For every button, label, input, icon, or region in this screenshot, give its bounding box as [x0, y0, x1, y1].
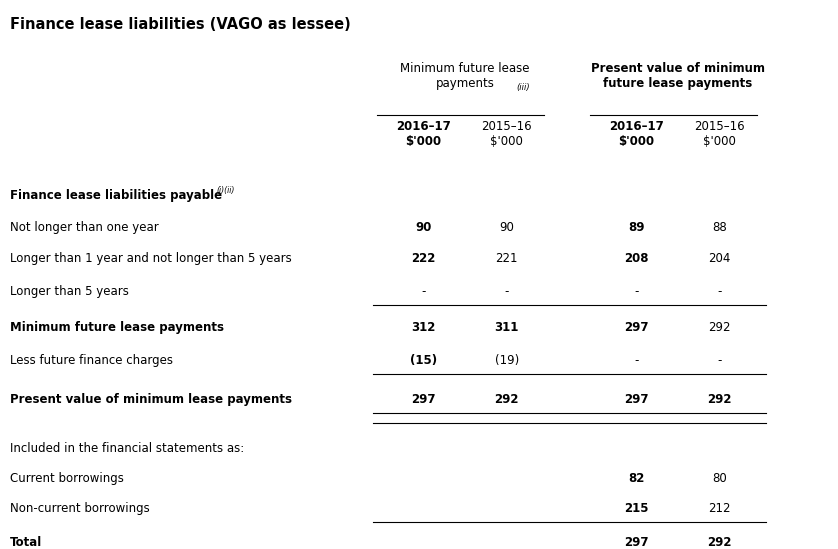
Text: 312: 312: [411, 321, 436, 334]
Text: 90: 90: [415, 221, 432, 233]
Text: 297: 297: [624, 536, 649, 549]
Text: 89: 89: [628, 221, 644, 233]
Text: Total: Total: [10, 536, 42, 549]
Text: (iii): (iii): [517, 83, 530, 92]
Text: 292: 292: [707, 393, 732, 406]
Text: -: -: [634, 285, 639, 298]
Text: 221: 221: [495, 252, 518, 265]
Text: 297: 297: [624, 393, 649, 406]
Text: Minimum future lease
payments: Minimum future lease payments: [401, 62, 530, 90]
Text: Longer than 1 year and not longer than 5 years: Longer than 1 year and not longer than 5…: [10, 252, 292, 265]
Text: 297: 297: [624, 321, 649, 334]
Text: 90: 90: [499, 221, 515, 233]
Text: -: -: [421, 285, 426, 298]
Text: 2016–17
$'000: 2016–17 $'000: [608, 120, 664, 148]
Text: 212: 212: [708, 502, 731, 515]
Text: Longer than 5 years: Longer than 5 years: [10, 285, 128, 298]
Text: 292: 292: [708, 321, 731, 334]
Text: Present value of minimum lease payments: Present value of minimum lease payments: [10, 393, 292, 406]
Text: 292: 292: [494, 393, 519, 406]
Text: -: -: [717, 354, 722, 367]
Text: -: -: [717, 285, 722, 298]
Text: Finance lease liabilities (VAGO as lessee): Finance lease liabilities (VAGO as lesse…: [10, 17, 350, 32]
Text: Current borrowings: Current borrowings: [10, 473, 124, 485]
Text: 311: 311: [494, 321, 519, 334]
Text: Finance lease liabilities payable: Finance lease liabilities payable: [10, 189, 222, 202]
Text: 82: 82: [628, 473, 644, 485]
Text: 2015–16
$'000: 2015–16 $'000: [481, 120, 532, 148]
Text: 2016–17
$'000: 2016–17 $'000: [396, 120, 451, 148]
Text: Present value of minimum
future lease payments: Present value of minimum future lease pa…: [591, 62, 765, 90]
Text: 2015–16
$'000: 2015–16 $'000: [695, 120, 745, 148]
Text: (i)(ii): (i)(ii): [217, 186, 235, 195]
Text: Less future finance charges: Less future finance charges: [10, 354, 173, 367]
Text: 297: 297: [411, 393, 436, 406]
Text: 88: 88: [712, 221, 727, 233]
Text: 204: 204: [708, 252, 731, 265]
Text: Minimum future lease payments: Minimum future lease payments: [10, 321, 224, 334]
Text: 208: 208: [624, 252, 649, 265]
Text: -: -: [504, 285, 509, 298]
Text: 222: 222: [411, 252, 436, 265]
Text: 292: 292: [707, 536, 732, 549]
Text: 215: 215: [624, 502, 649, 515]
Text: Included in the financial statements as:: Included in the financial statements as:: [10, 442, 244, 455]
Text: (19): (19): [494, 354, 519, 367]
Text: Non-current borrowings: Non-current borrowings: [10, 502, 149, 515]
Text: 80: 80: [712, 473, 727, 485]
Text: Not longer than one year: Not longer than one year: [10, 221, 158, 233]
Text: (15): (15): [410, 354, 437, 367]
Text: -: -: [634, 354, 639, 367]
